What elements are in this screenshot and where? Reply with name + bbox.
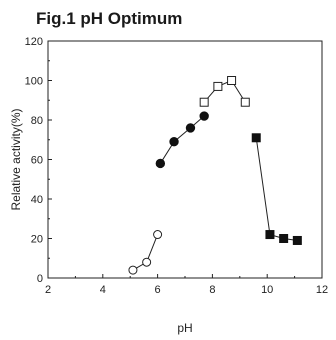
y-tick-label: 0 — [37, 273, 43, 285]
data-point-open-square — [213, 81, 223, 91]
y-tick-label: 80 — [31, 115, 43, 127]
y-tick-label: 120 — [25, 36, 43, 48]
data-point-filled-square — [251, 133, 261, 143]
data-point-filled-circle — [155, 158, 166, 169]
data-point-filled-circle — [169, 137, 179, 147]
data-point-filled-square — [292, 235, 302, 245]
data-point-open-square — [227, 76, 237, 85]
series-line — [159, 115, 205, 164]
x-tick-label: 2 — [45, 284, 51, 296]
data-point-open-circle — [128, 265, 138, 275]
x-axis-label: pH — [177, 321, 192, 335]
data-point-open-square — [199, 97, 209, 107]
x-tick-label: 12 — [316, 284, 328, 296]
data-point-filled-circle — [199, 111, 209, 121]
data-point-open-square — [240, 97, 250, 107]
x-tick-label: 6 — [155, 284, 161, 296]
x-tick-label: 4 — [100, 284, 106, 296]
y-tick-label: 20 — [31, 234, 43, 246]
y-tick-label: 40 — [31, 194, 43, 206]
data-point-filled-square — [265, 230, 275, 240]
data-point-filled-circle — [185, 123, 196, 133]
y-tick-label: 100 — [25, 76, 43, 88]
data-point-open-circle — [153, 230, 163, 240]
series-line — [255, 137, 298, 241]
chart-title: Fig.1 pH Optimum — [36, 9, 183, 28]
x-tick-label: 8 — [209, 284, 215, 296]
data-point-open-circle — [142, 257, 152, 267]
y-tick-label: 60 — [31, 155, 43, 167]
data-point-filled-square — [279, 234, 289, 243]
chart-series — [128, 76, 302, 275]
series-line — [203, 79, 246, 103]
x-tick-label: 10 — [261, 284, 273, 296]
y-axis-label: Relative activity(%) — [9, 108, 23, 210]
